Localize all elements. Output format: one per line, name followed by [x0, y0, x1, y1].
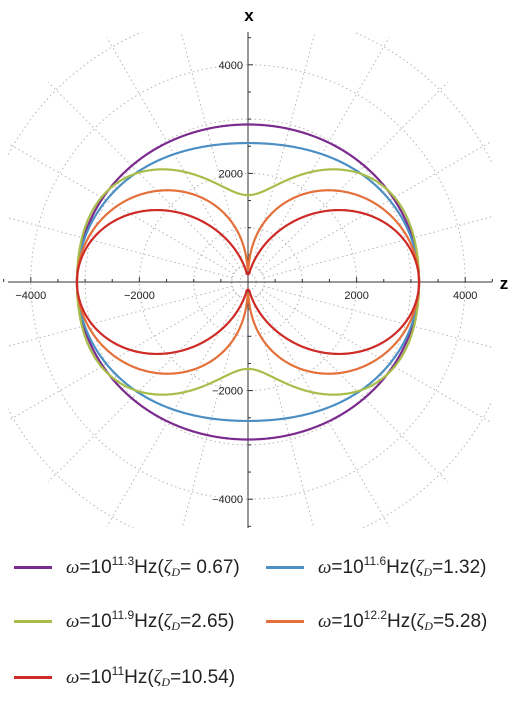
grid-spoke-330 [261, 289, 492, 424]
series-curve-4 [75, 208, 421, 356]
legend-item-0: ω=1011.3Hz(ζD= 0.67) [14, 552, 240, 582]
grid-spoke-165 [8, 217, 233, 279]
grid-spoke-315 [259, 293, 449, 483]
grid-spoke-195 [8, 285, 233, 347]
legend-item-1: ω=1011.6Hz(ζD=1.32) [266, 552, 486, 582]
legend: ω=1011.3Hz(ζD= 0.67) ω=1011.6Hz(ζD=1.32)… [0, 540, 520, 706]
legend-swatch-4 [14, 675, 52, 679]
grid-spoke-225 [47, 293, 237, 483]
grid-spoke-15 [263, 216, 492, 279]
legend-swatch-1 [266, 565, 304, 569]
polar-plot: −4000 −2000 2000 4000 4000 2000 −2000 −4000 z x [3, 6, 509, 528]
x-tick-label-0: 4000 [219, 60, 243, 72]
grid-spoke-210 [8, 289, 235, 422]
z-tick-label-3: 4000 [453, 290, 477, 302]
legend-item-3: ω=1012.2Hz(ζD=5.28) [266, 606, 487, 636]
z-tick-label-0: −4000 [15, 290, 46, 302]
legend-label-1: ω=1011.6Hz(ζD=1.32) [318, 554, 487, 579]
grid-spoke-150 [8, 142, 235, 275]
legend-item-4: ω=1011Hz(ζD=10.54) [14, 662, 235, 692]
x-tick-label-2: −2000 [212, 386, 243, 398]
legend-swatch-2 [14, 619, 52, 623]
grid-spoke-120 [106, 37, 241, 269]
x-tick-label-1: 2000 [219, 168, 243, 180]
grid-spoke-45 [259, 81, 449, 271]
grid-spoke-345 [263, 285, 492, 348]
grid-spoke-285 [251, 297, 315, 528]
grid-spoke-105 [180, 32, 245, 267]
grid-spoke-300 [255, 295, 390, 527]
x-tick-label-3: −4000 [212, 494, 243, 506]
legend-swatch-3 [266, 619, 304, 623]
grid-spoke-30 [261, 140, 492, 275]
axes: −4000 −2000 2000 4000 4000 2000 −2000 −4000 [3, 32, 493, 528]
series-curves [75, 123, 421, 441]
legend-swatch-0 [14, 565, 52, 569]
legend-label-4: ω=1011Hz(ζD=10.54) [66, 664, 236, 689]
legend-label-2: ω=1011.9Hz(ζD=2.65) [66, 608, 235, 633]
legend-item-2: ω=1011.9Hz(ζD=2.65) [14, 606, 234, 636]
z-tick-label-1: −2000 [124, 290, 155, 302]
grid-spoke-75 [251, 32, 316, 267]
grid-spoke-255 [181, 297, 245, 528]
grid-spoke-240 [106, 295, 241, 527]
legend-label-3: ω=1012.2Hz(ζD=5.28) [318, 608, 488, 633]
x-axis-label: z [500, 274, 509, 293]
z-tick-label-2: 2000 [344, 290, 368, 302]
grid-spoke-135 [47, 81, 237, 271]
grid-spoke-60 [255, 37, 390, 269]
legend-label-0: ω=1011.3Hz(ζD= 0.67) [66, 554, 240, 579]
y-axis-label: x [244, 6, 254, 25]
